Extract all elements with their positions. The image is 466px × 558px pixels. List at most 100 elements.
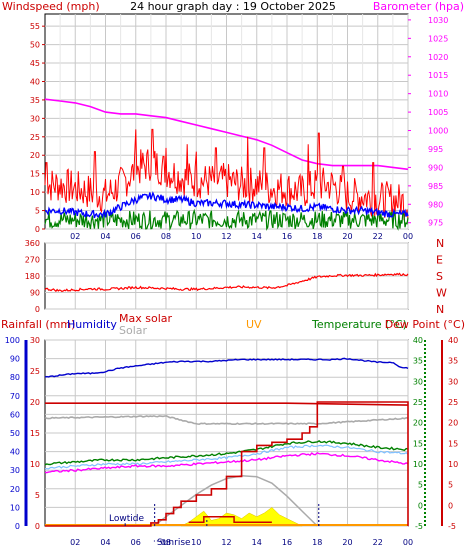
dewpoint-axis-label: Dew Point (°C): [385, 318, 465, 331]
maxsolar-label: Max solar: [119, 312, 172, 325]
wind-x-tick-label: 10: [191, 232, 201, 241]
wind-tick-label: 45: [30, 59, 40, 68]
temp-x-tick-label: 12: [221, 538, 231, 547]
temp-x-tick-label: 04: [100, 538, 110, 547]
wind-x-tick-label: 06: [131, 232, 141, 241]
temp-tick-label: 40: [413, 336, 423, 345]
dewpoint-tick-label: 35: [448, 357, 458, 366]
temp-tick-label: -5: [415, 522, 423, 531]
baro-tick-label: 1020: [428, 53, 448, 62]
humidity-tick-label: 60: [10, 410, 20, 419]
dewpoint-line: [44, 451, 409, 474]
uv-label: UV: [246, 318, 262, 331]
wind-x-tick-label: 02: [70, 232, 80, 241]
temp-x-tick-label: 14: [252, 538, 262, 547]
wind-x-tick-label: 00: [403, 232, 413, 241]
wind-x-tick-label: 14: [252, 232, 262, 241]
wind-x-tick-label: 16: [282, 232, 292, 241]
temp-tick-label: 10: [413, 460, 423, 469]
temp-tick-label: 25: [413, 398, 423, 407]
axes-layer: 0510152025303540455055975980985990995100…: [5, 16, 458, 547]
humidity-tick-label: 100: [5, 336, 20, 345]
wind-x-tick-label: 04: [100, 232, 110, 241]
rain-tick-label: 0: [35, 522, 40, 531]
temp-x-tick-label: 08: [161, 538, 171, 547]
rain-tick-label: 15: [30, 429, 40, 438]
baro-tick-label: 990: [428, 163, 443, 172]
wind-tick-label: 5: [35, 207, 40, 216]
wind-direction-line: [44, 272, 409, 293]
sunrise-label: Sunrise: [157, 538, 191, 548]
wind-tick-label: 15: [30, 170, 40, 179]
humidity-axis-label: Humidity: [67, 318, 117, 331]
wind-x-tick-label: 08: [161, 232, 171, 241]
wind-gust-line: [44, 128, 409, 221]
baro-tick-label: 1015: [428, 71, 448, 80]
solar-reference-line: [44, 415, 409, 426]
rainfall-line: [45, 401, 409, 527]
dir-tick-label: 270: [25, 256, 40, 265]
wind-tick-label: 20: [30, 151, 40, 160]
grid-lines: [45, 14, 409, 527]
wind-x-tick-label: 12: [221, 232, 231, 241]
dewpoint-tick-label: 0: [448, 501, 453, 510]
humidity-tick-label: 30: [10, 466, 20, 475]
humidity-tick-label: 0: [15, 522, 20, 531]
temp-tick-label: 35: [413, 357, 423, 366]
rain-tick-label: 20: [30, 398, 40, 407]
compass-label: N: [436, 237, 444, 250]
rain-tick-label: 5: [35, 491, 40, 500]
wind-tick-label: 55: [30, 22, 40, 31]
humidity-tick-label: 70: [10, 392, 20, 401]
series-layer: [44, 98, 409, 542]
solar-label: Solar: [119, 324, 148, 337]
temp-tick-label: 15: [413, 439, 423, 448]
humidity-tick-label: 90: [10, 355, 20, 364]
chart-title: 24 hour graph day : 19 October 2025: [130, 0, 336, 13]
temp-x-tick-label: 02: [70, 538, 80, 547]
temp-tick-label: 30: [413, 377, 423, 386]
dewpoint-tick-label: 40: [448, 336, 458, 345]
wind-tick-label: 40: [30, 77, 40, 86]
temp-x-tick-label: 16: [282, 538, 292, 547]
apparent-temperature-line: [44, 444, 409, 470]
temp-x-tick-label: 06: [131, 538, 141, 547]
humidity-tick-label: 80: [10, 373, 20, 382]
temperature-line: [44, 440, 409, 466]
dewpoint-tick-label: 25: [448, 398, 458, 407]
baro-tick-label: 985: [428, 182, 443, 191]
lowtide-label: Lowtide: [109, 514, 144, 524]
barometer-line: [44, 98, 409, 171]
temp-tick-label: 0: [418, 501, 423, 510]
humidity-tick-label: 20: [10, 485, 20, 494]
dewpoint-tick-label: -5: [448, 522, 456, 531]
humidity-tick-label: 50: [10, 429, 20, 438]
baro-tick-label: 1000: [428, 127, 448, 136]
temp-x-tick-label: 10: [191, 538, 201, 547]
compass-label: W: [436, 287, 447, 300]
baro-tick-label: 975: [428, 219, 443, 228]
rain-tick-label: 30: [30, 336, 40, 345]
temperature-axis-label: Temperature (°C): [311, 318, 407, 331]
temp-x-tick-label: 22: [373, 538, 383, 547]
wind-average-line: [44, 191, 409, 219]
baro-tick-label: 1010: [428, 90, 448, 99]
temp-x-tick-label: 18: [312, 538, 322, 547]
dewpoint-tick-label: 20: [448, 419, 458, 428]
baro-tick-label: 1030: [428, 16, 448, 25]
rainfall-axis-label: Rainfall (mm): [1, 318, 75, 331]
dir-tick-label: 0: [35, 305, 40, 314]
temp-x-tick-label: 00: [403, 538, 413, 547]
humidity-tick-label: 40: [10, 448, 20, 457]
temp-tick-label: 5: [418, 481, 423, 490]
baro-tick-label: 1025: [428, 34, 448, 43]
dewpoint-tick-label: 5: [448, 481, 453, 490]
baro-tick-label: 995: [428, 145, 443, 154]
wind-x-tick-label: 18: [312, 232, 322, 241]
wind-tick-label: 30: [30, 114, 40, 123]
humidity-line: [44, 357, 409, 378]
wind-tick-label: 35: [30, 96, 40, 105]
wind-x-tick-label: 20: [342, 232, 352, 241]
baro-tick-label: 1005: [428, 108, 448, 117]
